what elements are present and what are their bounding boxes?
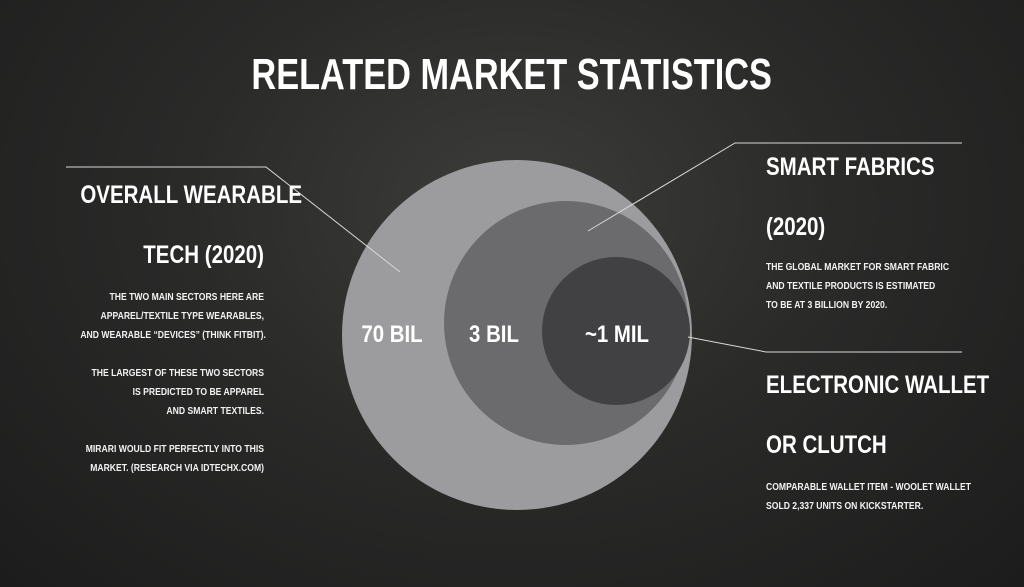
circle-label-middle: 3 BIL [469, 320, 519, 347]
overall-description: THE TWO MAIN SECTORS HERE ARE APPAREL/TE… [80, 291, 266, 474]
leader-line-overall [66, 166, 401, 273]
overall-heading: OVERALL WEARABLE TECH (2020) [80, 181, 303, 269]
fabrics-description: THE GLOBAL MARKET FOR SMART FABRIC AND T… [766, 261, 950, 311]
fabrics-heading: SMART FABRICS (2020) [766, 153, 935, 241]
circle-label-inner: ~1 MIL [585, 320, 649, 347]
leader-line-fabrics [587, 142, 962, 232]
circle-label-outer: 70 BIL [361, 320, 422, 347]
leader-line-wallet [687, 336, 962, 353]
electronic-wallet-block: ELECTRONIC WALLET OR CLUTCH COMPARABLE W… [766, 370, 1006, 516]
wallet-description: COMPARABLE WALLET ITEM - WOOLET WALLET S… [766, 481, 972, 512]
page-title: RELATED MARKET STATISTICS [251, 50, 773, 99]
smart-fabrics-block: SMART FABRICS (2020) THE GLOBAL MARKET F… [766, 152, 1006, 315]
wallet-heading: ELECTRONIC WALLET OR CLUTCH [766, 371, 990, 459]
inner-circle [542, 257, 690, 405]
overall-wearable-block: OVERALL WEARABLE TECH (2020) THE TWO MAI… [40, 180, 303, 478]
